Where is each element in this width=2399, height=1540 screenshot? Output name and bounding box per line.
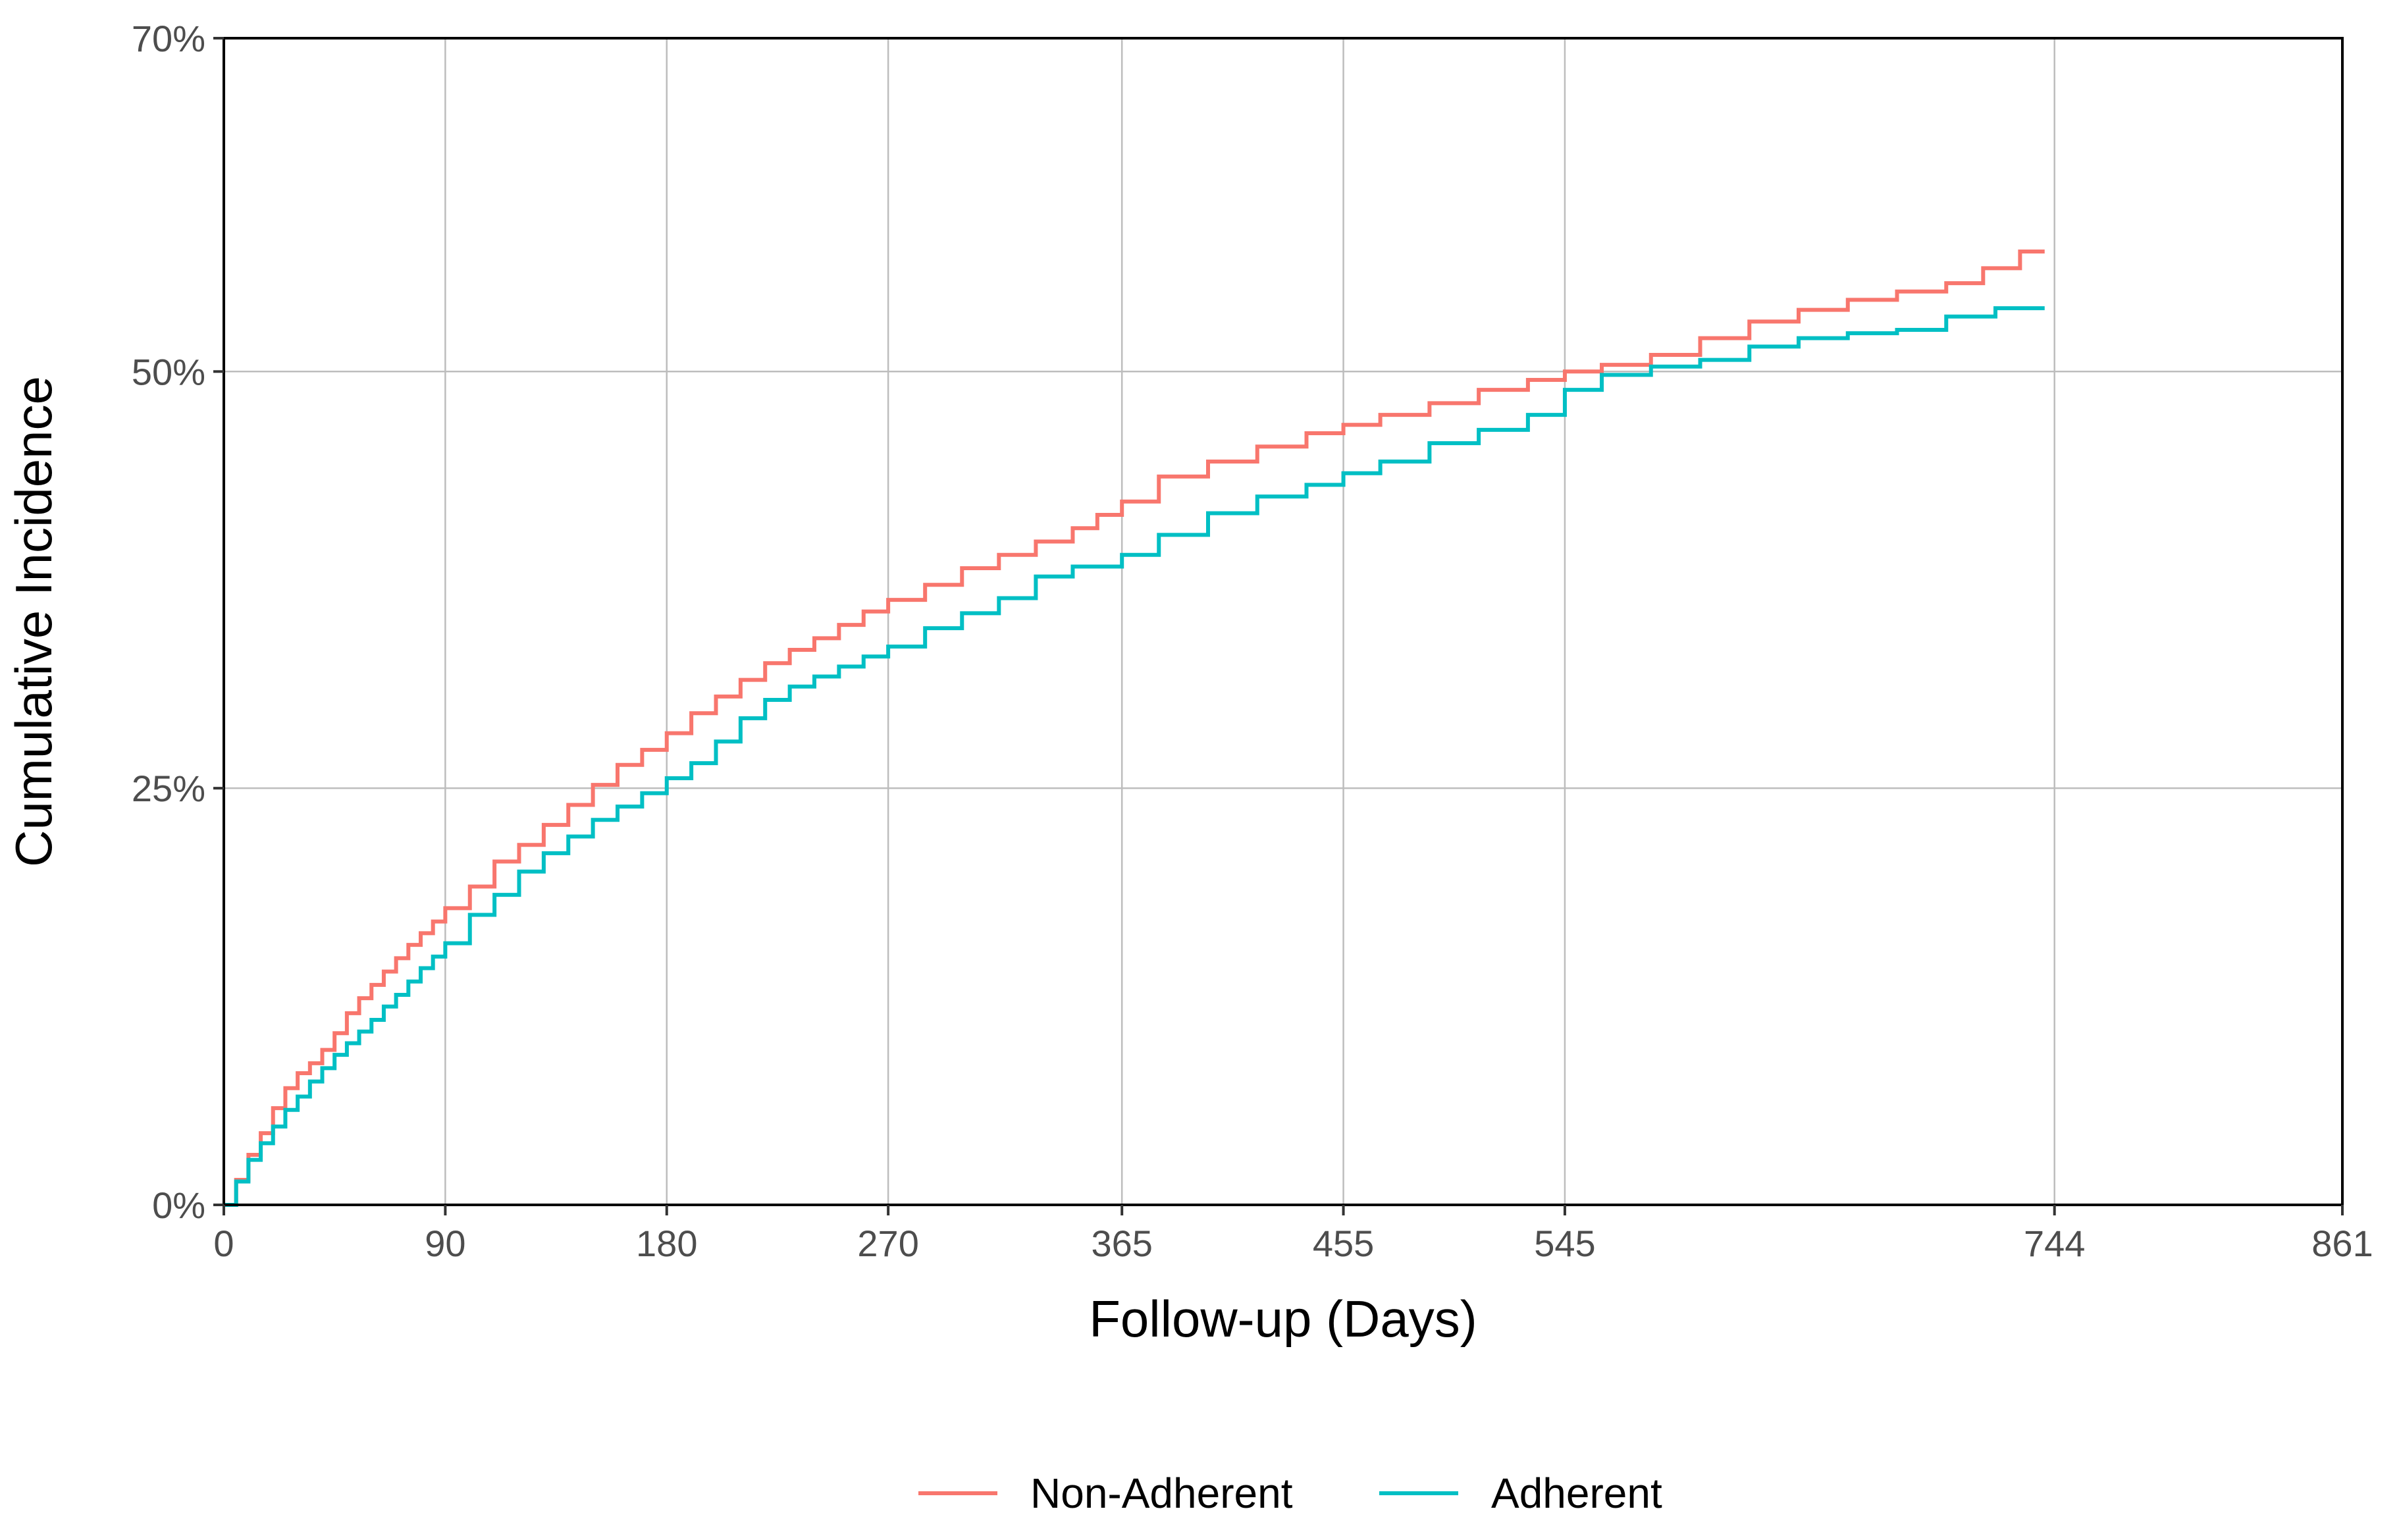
legend: Non-Adherent Adherent	[918, 1470, 1662, 1517]
plot-panel-border	[223, 37, 2344, 1206]
x-tick-label: 180	[636, 1223, 697, 1264]
x-tick-label: 270	[857, 1223, 918, 1264]
x-tick-label: 365	[1091, 1223, 1152, 1264]
series-line-adherent	[224, 306, 2045, 1207]
axes: 0 90 180 270 365 455 545 744 861 0% 25% 50% 70%	[132, 18, 2373, 1264]
x-tick-label: 861	[2311, 1223, 2373, 1264]
y-axis-title: Cumulative Incidence	[5, 376, 63, 867]
x-tick-label: 744	[2024, 1223, 2085, 1264]
x-tick-label: 455	[1313, 1223, 1374, 1264]
x-tick-label: 0	[213, 1223, 234, 1264]
y-tick-label: 0%	[152, 1184, 205, 1226]
y-tick-label: 70%	[132, 18, 205, 59]
y-tick-label: 25%	[132, 768, 205, 809]
x-axis-title: Follow-up (Days)	[1089, 1290, 1477, 1348]
series-line-non-adherent	[224, 250, 2045, 1207]
y-tick-label: 50%	[132, 351, 205, 392]
series-lines	[224, 250, 2045, 1207]
legend-label-non-adherent: Non-Adherent	[1030, 1470, 1293, 1517]
legend-label-adherent: Adherent	[1491, 1470, 1662, 1517]
x-tick-label: 90	[425, 1223, 465, 1264]
x-tick-label: 545	[1534, 1223, 1595, 1264]
